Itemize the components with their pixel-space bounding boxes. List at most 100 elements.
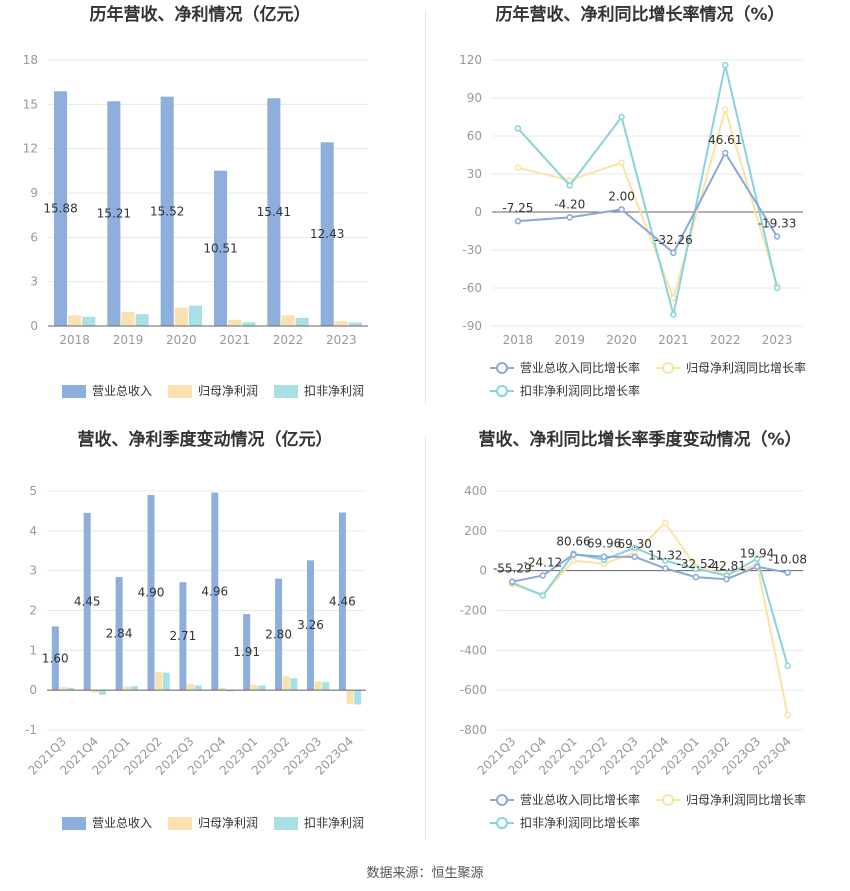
data-label: 4.46 xyxy=(329,594,356,608)
bar-deducted-profit xyxy=(188,305,202,326)
legend-swatch-marker xyxy=(496,817,508,829)
panel-divider-top xyxy=(425,10,426,405)
data-point xyxy=(566,214,573,221)
bar-revenue xyxy=(160,96,174,326)
y-tick-label: 3 xyxy=(30,275,38,289)
bar-revenue xyxy=(54,91,68,326)
bar-deducted-profit xyxy=(194,685,202,691)
legend-swatch-marker xyxy=(496,794,508,806)
data-label: 2.71 xyxy=(170,629,197,643)
data-label: 10.51 xyxy=(203,241,237,255)
bar-revenue xyxy=(338,512,346,691)
bar-net-profit xyxy=(123,686,131,691)
data-point xyxy=(784,662,791,670)
data-point xyxy=(662,519,669,527)
x-tick-label: 2022 xyxy=(273,333,304,347)
data-point xyxy=(662,557,669,564)
legend-swatch xyxy=(274,385,298,398)
y-tick-label: 9 xyxy=(30,186,38,200)
data-label: 12.43 xyxy=(310,227,344,241)
data-point xyxy=(618,159,625,166)
bar-deducted-profit xyxy=(295,317,309,326)
data-label: 1.91 xyxy=(233,645,260,659)
data-point xyxy=(670,249,677,257)
y-tick-label: 90 xyxy=(467,91,482,105)
bar-revenue xyxy=(115,577,123,691)
bar-net-profit xyxy=(121,311,135,326)
bar-revenue xyxy=(243,614,251,691)
y-tick-label: 400 xyxy=(464,484,487,498)
annual-revenue-profit-chart: 历年营收、净利情况（亿元） 0 3 6 9 12 15 18 15.88 15.21 15.52 10… xyxy=(23,4,368,398)
bar-revenue xyxy=(179,582,187,691)
chart-title: 历年营收、净利同比增长率情况（%） xyxy=(495,4,784,25)
y-tick-label: 30 xyxy=(467,167,482,181)
legend-label: 归母净利润同比增长率 xyxy=(686,360,806,375)
y-tick-label: 6 xyxy=(30,230,38,244)
data-point xyxy=(784,711,791,719)
bar-deducted-profit xyxy=(354,690,362,705)
bar-deducted-profit xyxy=(290,678,298,691)
x-tick-label: 2022 xyxy=(710,333,741,347)
data-label: -4.20 xyxy=(554,197,585,211)
data-point xyxy=(631,553,638,561)
data-label: -55.29 xyxy=(493,562,532,576)
data-point xyxy=(631,544,638,552)
data-label: 69.30 xyxy=(618,537,652,551)
data-point xyxy=(514,217,522,225)
bar-net-profit xyxy=(155,671,163,691)
x-tick-label: 2020 xyxy=(606,333,637,347)
data-point xyxy=(753,555,761,562)
y-tick-label: -800 xyxy=(460,723,487,737)
data-point xyxy=(539,572,547,579)
y-tick-label: 0 xyxy=(474,205,482,219)
x-tick-label: 2023 xyxy=(762,333,793,347)
bar-deducted-profit xyxy=(67,687,75,691)
data-label: 2.80 xyxy=(265,627,292,641)
y-tick-label: 5 xyxy=(29,484,37,498)
y-tick-label: -600 xyxy=(460,683,487,697)
data-label: -19.33 xyxy=(758,216,797,230)
bar-revenue xyxy=(267,98,281,326)
legend-swatch-marker xyxy=(496,385,508,397)
data-label: 80.66 xyxy=(556,535,590,549)
data-point xyxy=(509,578,516,585)
bar-net-profit xyxy=(91,690,99,693)
data-point xyxy=(570,557,577,564)
data-label: -7.25 xyxy=(502,201,533,215)
x-tick-label: 2023 xyxy=(326,333,357,347)
data-point xyxy=(566,182,573,189)
data-point xyxy=(570,551,577,558)
bar-deducted-profit xyxy=(226,690,234,692)
legend-label: 归母净利润 xyxy=(198,384,258,398)
y-tick-label: -1 xyxy=(25,723,37,737)
series-line xyxy=(517,64,779,315)
bar-net-profit xyxy=(346,690,354,705)
data-label: -32.52 xyxy=(677,557,716,571)
bar-net-profit xyxy=(282,676,290,691)
series-line xyxy=(511,521,789,716)
bar-deducted-profit xyxy=(348,322,362,326)
data-label: 69.96 xyxy=(587,537,621,551)
x-tick-label: 2021 xyxy=(219,333,250,347)
bar-net-profit xyxy=(334,321,348,326)
data-point xyxy=(753,563,761,570)
legend-label: 营业总收入同比增长率 xyxy=(520,792,640,807)
y-tick-label: -60 xyxy=(462,281,482,295)
bar-net-profit xyxy=(59,686,67,691)
panel-divider-bottom xyxy=(425,435,426,840)
data-point xyxy=(539,592,547,599)
quarterly-revenue-profit-chart: 营收、净利季度变动情况（亿元） -1 0 1 2 3 4 5 1.60 4.45 2.84 4.90 2… xyxy=(25,429,366,830)
legend-swatch-marker xyxy=(496,362,508,374)
bar-deducted-profit xyxy=(82,316,96,326)
bar-revenue xyxy=(306,560,315,691)
data-label: 11.32 xyxy=(648,548,682,562)
bar-revenue xyxy=(83,512,91,691)
annual-growth-rate-chart: 历年营收、净利同比增长率情况（%） -90 -60 -30 0 30 60 90 120 -7.2… xyxy=(459,4,806,398)
y-tick-label: 3 xyxy=(29,564,37,578)
legend-swatch xyxy=(168,817,192,830)
data-point xyxy=(618,206,625,213)
data-point xyxy=(773,233,781,240)
legend-label: 营业总收入同比增长率 xyxy=(520,360,640,375)
x-tick-label: 2021 xyxy=(658,333,689,347)
